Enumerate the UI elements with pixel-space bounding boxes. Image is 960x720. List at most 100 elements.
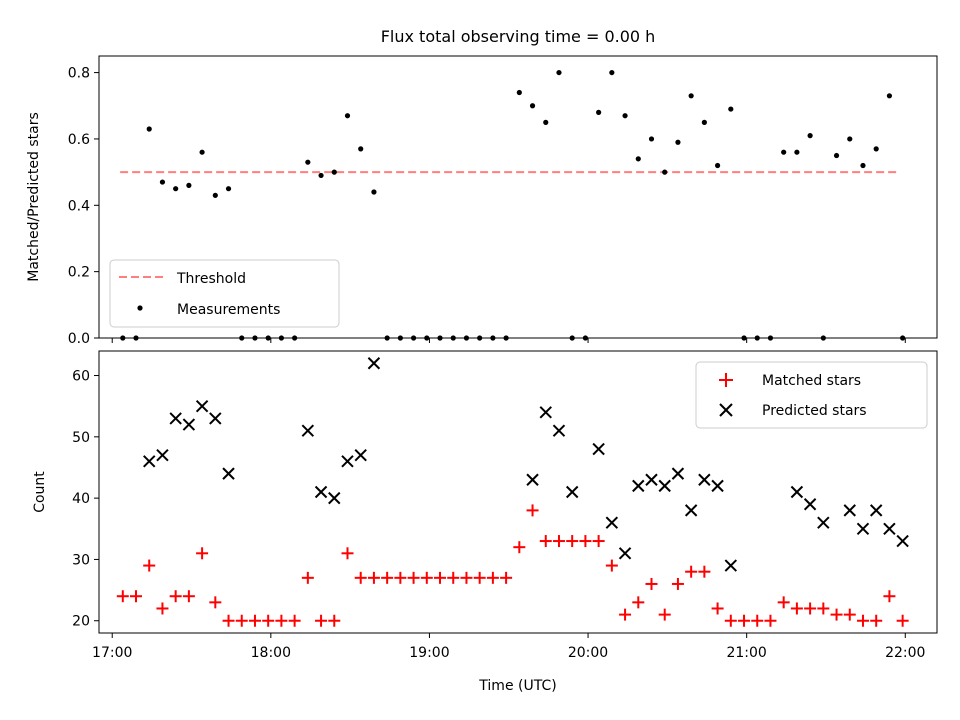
predicted-point (605, 516, 619, 529)
measurement-point (675, 139, 681, 145)
matched-point (367, 571, 380, 584)
count-y-tick-label: 20 (72, 614, 90, 630)
predicted-point (222, 467, 235, 480)
predicted-point (526, 473, 539, 486)
predicted-point (632, 479, 645, 493)
ratio-y-tick-label: 0.2 (68, 265, 90, 281)
count-x-tick-label: 18:00 (251, 645, 291, 661)
matched-point (196, 547, 209, 560)
predicted-point (803, 498, 817, 511)
threshold-legend-label: Threshold (176, 271, 246, 287)
measurement-point (635, 156, 641, 162)
matched-point (381, 571, 394, 584)
count-y-tick-label: 30 (72, 552, 90, 568)
measurement-point (714, 162, 721, 169)
measurement-point (794, 149, 800, 155)
measurement-point (331, 169, 337, 175)
matched-point (288, 614, 301, 627)
matched-point (473, 571, 486, 584)
measurement-point (318, 172, 324, 179)
count-y-axis-label: Count (32, 471, 48, 513)
matched-point (420, 571, 433, 584)
matched-point (896, 614, 909, 627)
measurement-point (305, 159, 311, 165)
ratio-y-tick-label: 0.0 (68, 331, 90, 347)
predicted-point (328, 491, 341, 505)
matched-point (460, 571, 473, 584)
predicted-point (671, 467, 685, 480)
measurement-point (225, 186, 232, 192)
predicted-point (856, 522, 870, 535)
matched-point (526, 504, 539, 517)
matched-point (777, 596, 790, 609)
matched-point (883, 590, 896, 603)
matched-point (843, 608, 856, 621)
measurement-point (556, 69, 562, 76)
predicted-point (143, 455, 156, 468)
predicted-point (367, 357, 381, 370)
measurement-point (622, 113, 628, 119)
measurement-point (609, 69, 615, 76)
matched-point (182, 590, 195, 603)
predicted-point (711, 479, 724, 493)
matched-point (209, 596, 222, 609)
matched-point (711, 602, 724, 615)
matched-point (658, 608, 671, 621)
matched-point (275, 614, 288, 627)
count-x-tick-label: 22:00 (885, 645, 925, 661)
matched-point (671, 577, 684, 590)
matched-point (619, 608, 632, 621)
matched-point (764, 614, 777, 627)
matched-point (301, 571, 314, 584)
matched-point (394, 571, 407, 584)
matched-point (830, 608, 843, 621)
measurement-point (344, 113, 351, 119)
matched-point (790, 602, 803, 615)
count-legend: Matched stars Predicted stars (695, 361, 928, 429)
matched-point (698, 565, 711, 578)
measurement-point (833, 152, 840, 159)
predicted-point (843, 504, 856, 517)
matched-point (870, 614, 883, 627)
matched-point (235, 614, 248, 627)
matched-point (354, 571, 367, 584)
predicted-point (896, 534, 909, 548)
matched-point (434, 571, 447, 584)
predicted-legend-swatch (719, 403, 733, 417)
matched-point (116, 590, 129, 603)
predicted-point (790, 485, 804, 499)
predicted-point (354, 449, 367, 462)
predicted-point (869, 504, 883, 517)
measurement-point (781, 149, 787, 155)
measurement-point (199, 149, 205, 155)
predicted-point (658, 479, 671, 493)
predicted-point (552, 424, 566, 437)
predicted-point (301, 424, 315, 437)
count-x-tick-label: 17:00 (92, 645, 132, 661)
matched-point (685, 565, 698, 578)
matched-point (539, 535, 552, 548)
measurement-point (648, 136, 655, 142)
predicted-point (156, 449, 169, 462)
measurement-point (728, 106, 734, 112)
matched-point (724, 614, 737, 627)
predicted-point (618, 547, 632, 560)
matched-point (605, 559, 618, 572)
predicted-point (698, 473, 711, 486)
measurement-point (873, 146, 879, 152)
matched-point (513, 541, 526, 554)
matched-point (248, 614, 261, 627)
predicted-point (724, 559, 738, 572)
measurement-point (662, 169, 668, 175)
matched-point (632, 596, 645, 609)
predicted-point (195, 399, 209, 413)
measurement-point (173, 186, 179, 192)
measurement-point (847, 136, 853, 142)
matched-point (566, 535, 579, 548)
measurement-point (807, 133, 813, 139)
measurement-point (701, 119, 707, 125)
matched-legend-swatch (719, 373, 733, 387)
predicted-point (169, 412, 182, 425)
